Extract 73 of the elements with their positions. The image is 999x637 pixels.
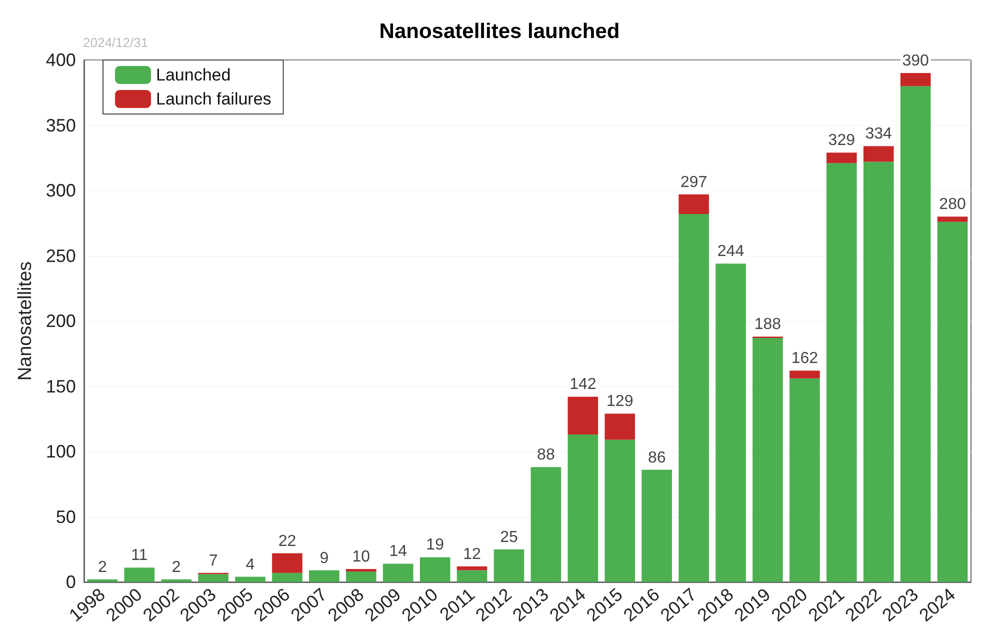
bar <box>900 73 931 86</box>
text: 2024/12/31 <box>83 35 148 50</box>
total-label: 390 <box>902 52 930 70</box>
bar <box>161 579 192 582</box>
y-tick-label: 400 <box>46 50 76 70</box>
chart-title: Nanosatellites launched <box>379 20 620 43</box>
bar <box>752 338 783 582</box>
bar <box>272 572 302 582</box>
bar <box>87 579 118 582</box>
y-tick-label: 200 <box>46 311 76 331</box>
bar <box>604 440 636 582</box>
total-label: 297 <box>680 174 708 191</box>
bar <box>568 396 598 435</box>
bar <box>642 470 672 582</box>
bar <box>568 434 598 582</box>
bar <box>272 553 302 573</box>
total-label: 142 <box>570 376 596 394</box>
total-label: 9 <box>320 550 329 567</box>
total-label: 7 <box>208 552 218 570</box>
y-tick-label: 250 <box>46 246 76 266</box>
bar <box>124 568 155 582</box>
bar <box>900 86 931 582</box>
total-label: 88 <box>537 446 555 464</box>
bar <box>716 264 746 582</box>
total-label: 12 <box>463 546 482 563</box>
bar <box>678 214 709 582</box>
bar <box>826 152 857 164</box>
total-label: 162 <box>791 350 818 368</box>
total-label: 86 <box>648 449 666 466</box>
bar <box>346 572 376 582</box>
bar <box>346 568 376 572</box>
bar <box>790 378 820 582</box>
total-label: 334 <box>865 126 892 143</box>
total-label: 11 <box>131 547 148 564</box>
bar <box>863 146 894 162</box>
bar <box>863 162 894 582</box>
total-label: 2 <box>172 558 181 576</box>
total-label: 19 <box>426 536 444 554</box>
total-label: 329 <box>828 132 856 150</box>
y-tick-label: 350 <box>46 115 76 136</box>
y-tick-label: 0 <box>66 572 76 592</box>
total-label: 4 <box>246 556 255 574</box>
total-label: 14 <box>389 543 408 560</box>
total-label: 22 <box>278 532 296 550</box>
total-label: 280 <box>939 196 966 214</box>
bar <box>937 222 968 582</box>
y-axis-title: Nanosatellites <box>15 261 36 381</box>
y-tick-label: 300 <box>46 180 76 200</box>
y-tick-label: 150 <box>46 376 76 396</box>
bar <box>456 566 488 570</box>
bar <box>494 549 524 582</box>
bar <box>604 414 636 440</box>
bar <box>198 574 228 582</box>
total-label: 25 <box>500 528 518 546</box>
bar <box>420 557 450 582</box>
bar <box>826 163 857 582</box>
bar <box>456 570 488 582</box>
total-label: 2 <box>98 558 107 576</box>
bar <box>309 570 340 582</box>
bar <box>235 576 266 582</box>
bar <box>937 216 968 222</box>
total-label: 10 <box>352 548 370 566</box>
total-label: 244 <box>717 243 744 260</box>
legend-label: Launched <box>156 66 231 84</box>
total-label: 188 <box>754 316 782 334</box>
bar <box>382 564 414 582</box>
bar <box>530 467 562 582</box>
y-tick-label: 50 <box>56 506 76 527</box>
y-tick-label: 100 <box>46 442 76 462</box>
bar <box>790 370 820 378</box>
legend-label: Launch failures <box>156 90 272 108</box>
bar <box>678 194 709 214</box>
total-label: 129 <box>606 393 634 410</box>
